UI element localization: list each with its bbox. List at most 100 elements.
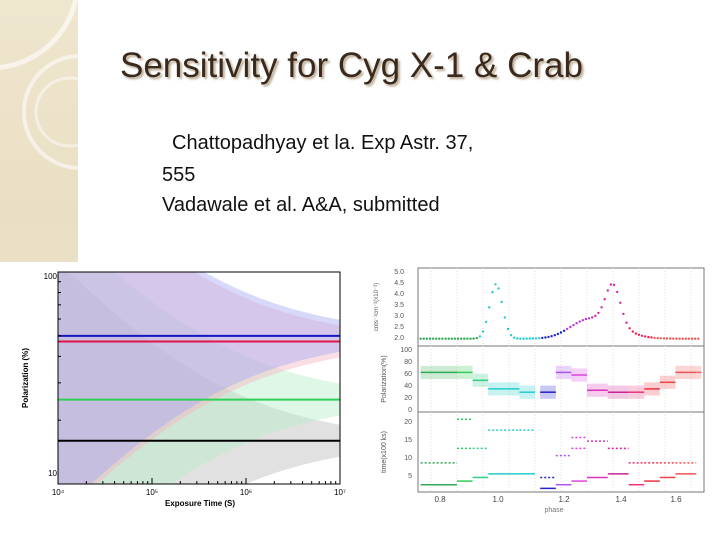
profile-point <box>606 289 609 292</box>
profile-point <box>581 319 584 322</box>
y-tick-label: 2.0 <box>394 335 404 342</box>
profile-point <box>578 320 581 323</box>
profile-point <box>541 336 544 340</box>
y-tick-label: 100 <box>44 272 58 281</box>
y-tick-label: 5.0 <box>394 269 404 276</box>
confidence-band-blue <box>58 272 340 484</box>
profile-point <box>690 337 694 340</box>
confidence-band-black <box>58 272 340 484</box>
profile-point <box>659 337 662 340</box>
profile-point <box>444 337 447 340</box>
y-tick-label: 5 <box>408 473 412 480</box>
profile-point <box>534 337 538 340</box>
profile-point <box>447 337 450 340</box>
profile-point <box>665 337 669 340</box>
profile-point <box>453 337 457 340</box>
profile-point <box>478 335 482 338</box>
profile-point <box>575 322 578 325</box>
profile-point <box>503 316 506 319</box>
profile-point <box>466 337 469 340</box>
profile-point <box>456 337 460 340</box>
plot-frame <box>57 271 341 485</box>
x-tick-label: 10⁴ <box>52 488 65 497</box>
profile-point <box>637 333 641 336</box>
profile-point <box>594 314 597 318</box>
y-tick-label: 10 <box>48 469 57 478</box>
profile-point <box>584 317 588 321</box>
profile-point <box>422 337 425 340</box>
y-tick-label: 3.0 <box>394 313 404 320</box>
plot-background <box>0 262 360 540</box>
profile-point <box>675 337 678 340</box>
profile-point <box>684 337 687 340</box>
profile-point <box>525 337 528 340</box>
profile-point <box>441 337 444 340</box>
y-axis-label: time(x100 ks) <box>381 431 388 473</box>
x-tick-label: 1.0 <box>492 495 504 504</box>
profile-point <box>622 312 625 316</box>
profile-point <box>435 337 438 340</box>
profile-point <box>488 306 491 309</box>
profile-point <box>516 337 519 340</box>
y-tick-label: 4.5 <box>394 280 404 287</box>
profile-point <box>612 283 616 287</box>
x-tick-label: 10⁷ <box>334 488 346 497</box>
reference-line: Chattopadhyay et la. Exp Astr. 37, <box>172 132 474 154</box>
confidence-band-red <box>58 272 340 484</box>
y-tick-label: 0 <box>408 407 412 414</box>
profile-point <box>450 337 453 340</box>
profile-point <box>522 337 525 340</box>
y-tick-label: 20 <box>404 419 412 426</box>
y-tick-label: 2.5 <box>394 324 404 331</box>
profile-point <box>519 337 522 340</box>
profile-point <box>513 336 516 339</box>
profile-point <box>460 337 463 340</box>
profile-point <box>500 300 503 304</box>
profile-point <box>491 291 494 294</box>
phase-resolved-plot: 5.0 4.5 4.0 3.5 3.0 2.5 2.0 100 80 60 40… <box>364 262 720 540</box>
profile-point <box>656 336 659 340</box>
profile-point <box>562 329 566 332</box>
profile-point <box>566 327 569 331</box>
profile-point <box>603 298 606 301</box>
profile-point <box>653 336 656 340</box>
y-tick-label: 10 <box>404 455 412 462</box>
profile-point <box>678 337 681 340</box>
profile-point <box>597 311 600 315</box>
profile-point <box>687 337 691 340</box>
profile-point <box>472 337 475 340</box>
profile-point <box>528 337 531 340</box>
profile-point <box>484 320 488 324</box>
profile-point <box>587 317 591 320</box>
sensitivity-plot: 100 10 10⁴ 10⁵ 10⁶ 10⁷ Exposure Time (S)… <box>0 262 360 540</box>
plot-background <box>364 262 720 540</box>
y-tick-label: 80 <box>404 359 412 366</box>
profile-point <box>531 337 535 340</box>
y-tick-label: 3.5 <box>394 302 404 309</box>
profile-point <box>463 337 466 340</box>
x-tick-label: 10⁵ <box>146 488 158 497</box>
reference-line: 555 <box>162 164 196 186</box>
profile-point <box>600 306 603 309</box>
profile-point <box>538 337 541 340</box>
profile-point <box>475 336 478 340</box>
y-axis-label: cnts⁻¹cm⁻²(x10⁻²) <box>374 283 380 331</box>
profile-point <box>509 334 513 337</box>
profile-point <box>544 336 547 339</box>
profile-point <box>662 337 666 340</box>
profile-point <box>556 332 560 336</box>
x-tick-label: 1.6 <box>670 495 682 504</box>
profile-point <box>425 337 428 340</box>
y-tick-label: 100 <box>400 347 412 354</box>
profile-point <box>591 316 594 319</box>
y-tick-label: 20 <box>404 395 412 402</box>
profile-point <box>547 335 550 339</box>
profile-point <box>494 283 497 286</box>
x-tick-label: 10⁶ <box>240 488 252 497</box>
profile-point <box>469 337 472 340</box>
profile-point <box>419 337 422 340</box>
profile-point <box>572 323 575 327</box>
profile-point <box>647 335 650 339</box>
profile-point <box>550 335 553 338</box>
profile-point <box>481 330 485 333</box>
